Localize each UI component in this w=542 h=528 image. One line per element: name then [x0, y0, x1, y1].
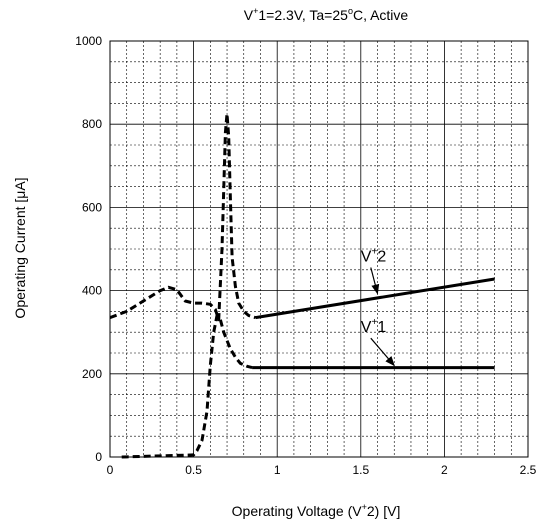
minor-grid [110, 41, 528, 457]
x-tick-label: 0.5 [185, 463, 202, 477]
plot-frame [109, 40, 529, 458]
x-tick-label: 1 [274, 463, 281, 477]
x-tick-label: 0 [107, 463, 114, 477]
series-layer [109, 112, 495, 459]
y-tick-label: 400 [82, 284, 102, 298]
series-2-dashed-line [121, 314, 253, 459]
series-label-v1: V+1 [361, 317, 395, 367]
series-1-dashed-line [109, 112, 256, 322]
x-tick-label: 2.5 [520, 463, 537, 477]
x-tick-label: 2 [441, 463, 448, 477]
series-label-v2: V+2 [361, 246, 387, 295]
tick-labels: 0 0.5 1 1.5 2 2.5 0 200 400 600 800 1000 [75, 34, 536, 477]
y-tick-label: 200 [82, 367, 102, 381]
series-label-arrow [370, 267, 380, 295]
series-1-solid-line [255, 277, 495, 320]
chart-title: V+1=2.3V, Ta=25oC, Active [244, 6, 409, 23]
y-tick-label: 0 [95, 450, 102, 464]
series-label-text: V+2 [361, 246, 387, 265]
x-axis-label: Operating Voltage (V+2) [V] [232, 502, 401, 519]
series-label-arrow [370, 337, 395, 367]
y-tick-label: 800 [82, 117, 102, 131]
series-label-text: V+1 [361, 317, 387, 336]
y-tick-label: 1000 [75, 34, 102, 48]
y-tick-label: 600 [82, 200, 102, 214]
x-tick-label: 1.5 [352, 463, 369, 477]
major-grid [110, 41, 528, 457]
y-axis-label: Operating Current [μA] [12, 177, 28, 318]
